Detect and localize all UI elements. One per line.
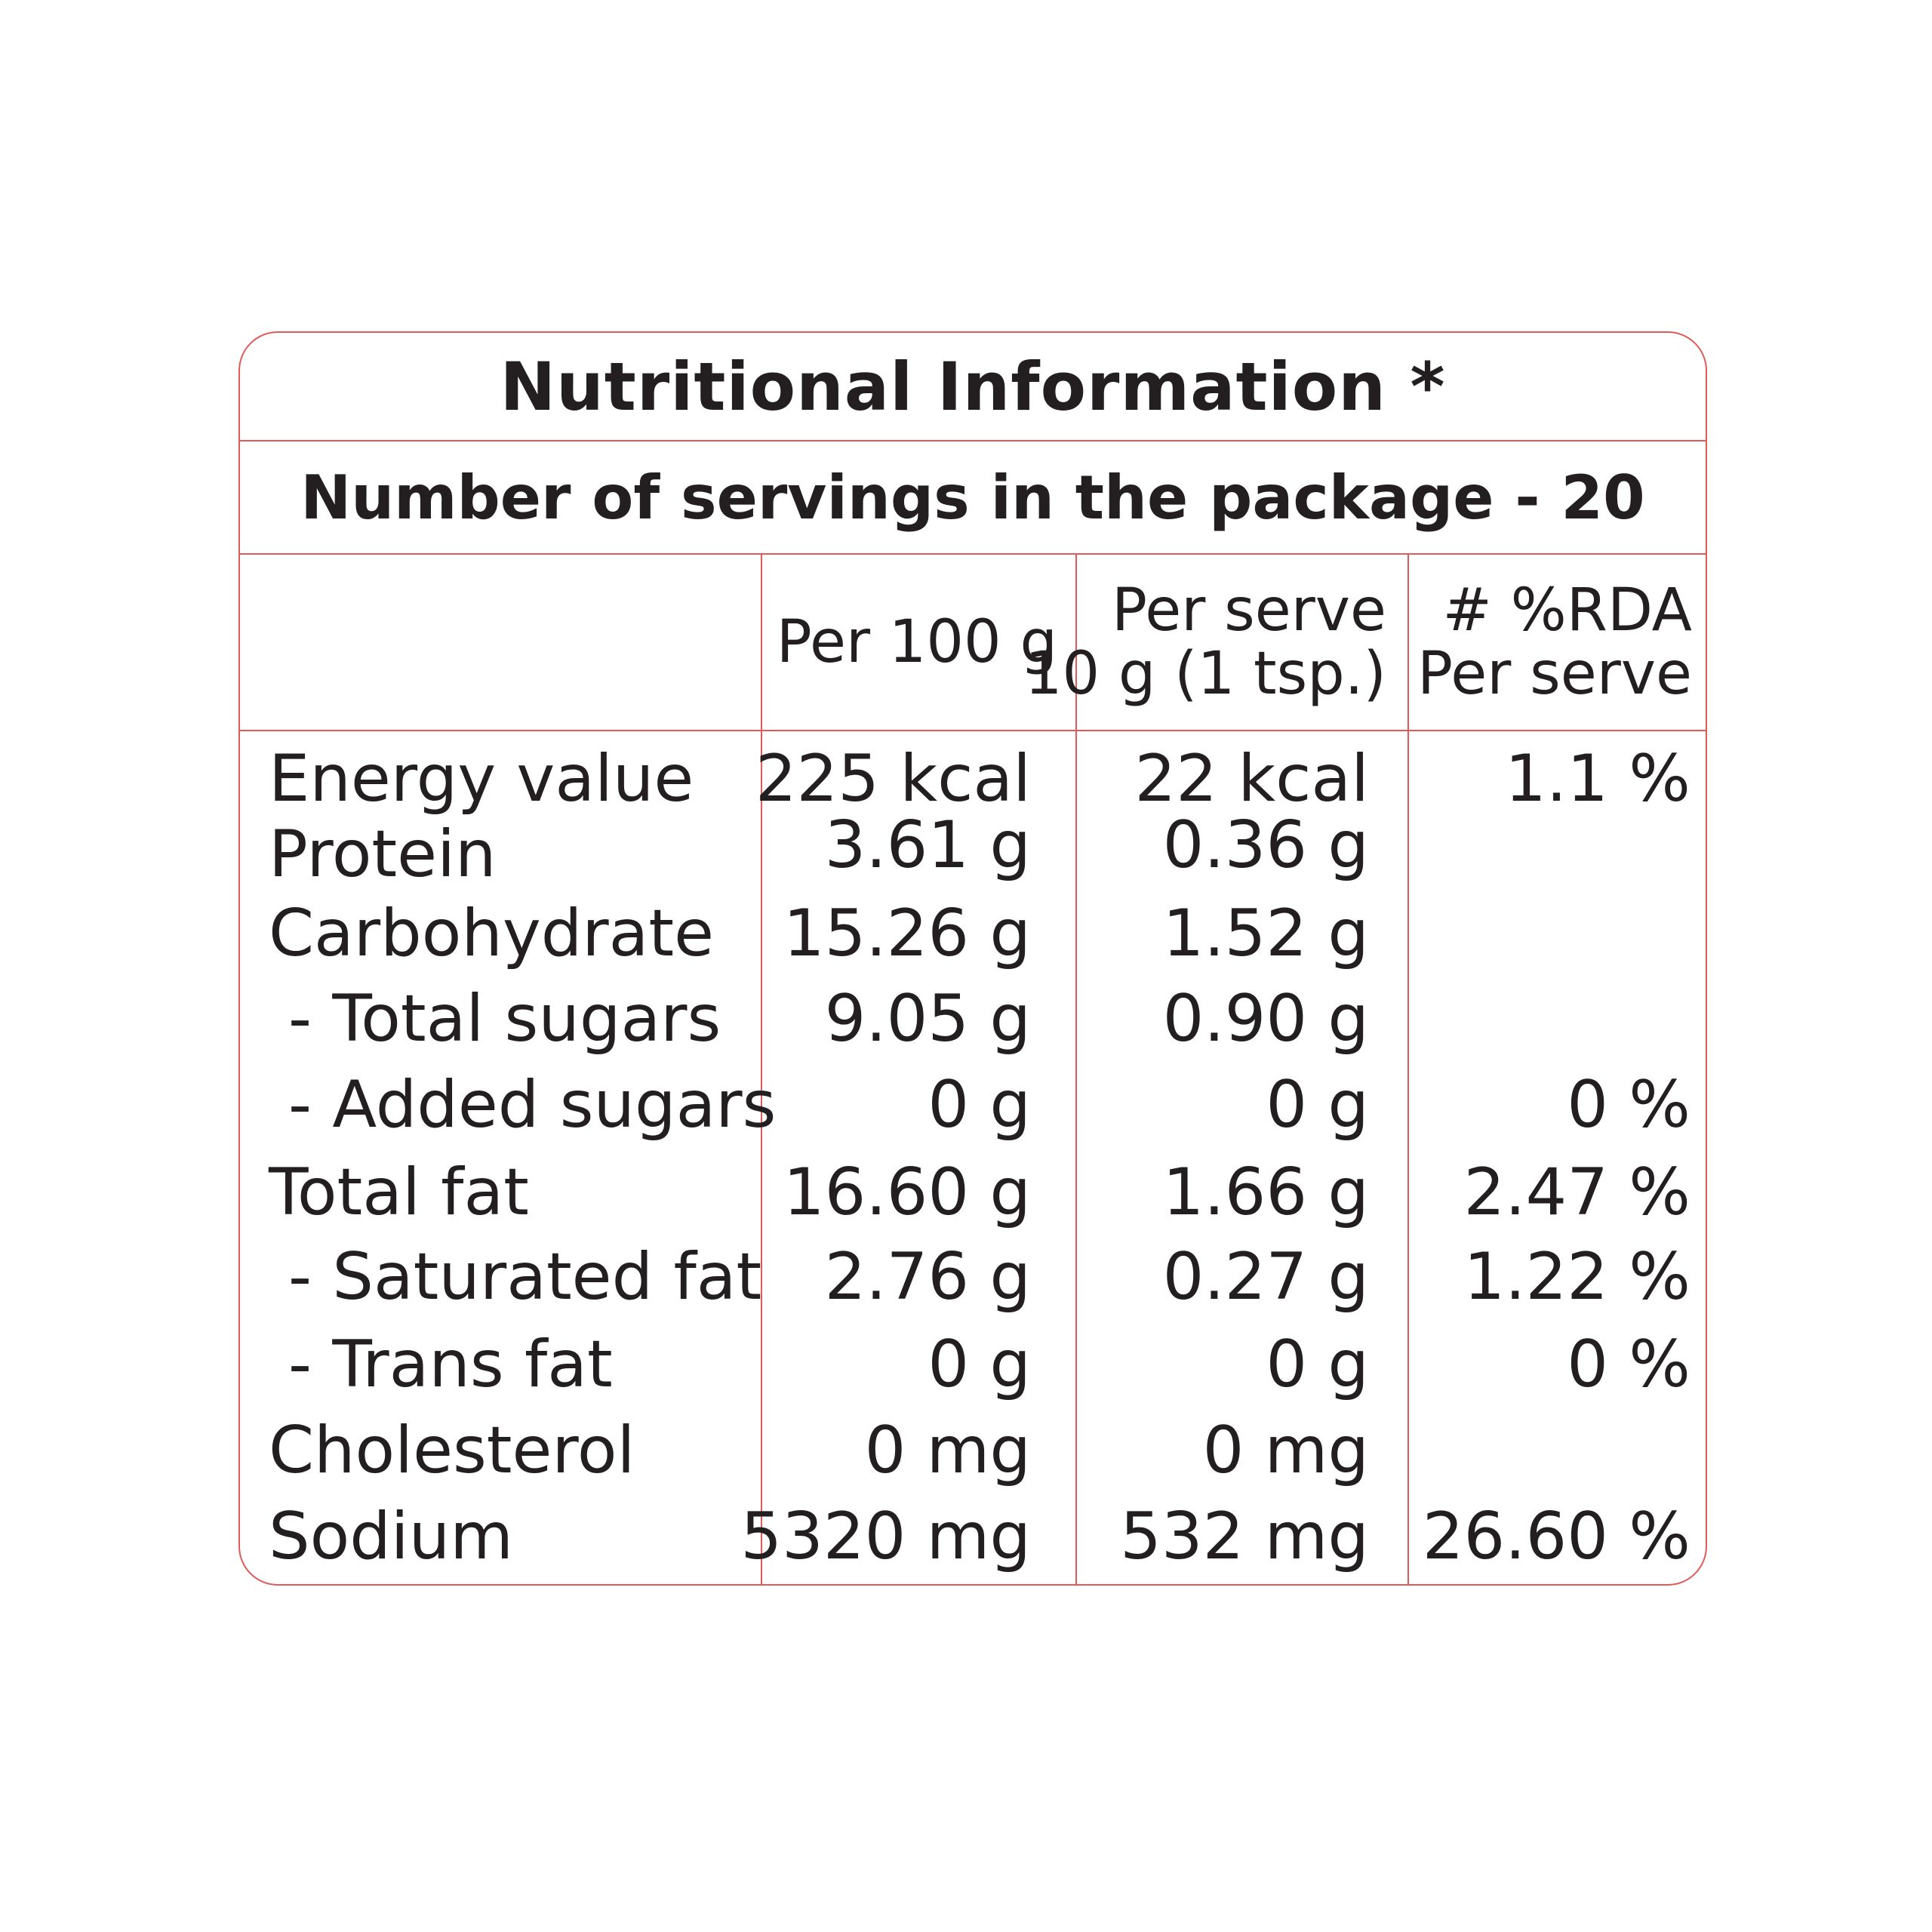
value-per-100g: 9.05 g [824,981,1031,1057]
value-per-100g: 0 g [928,1067,1031,1143]
table-row: Carbohydrate 15.26 g 1.52 g [240,891,1706,977]
nutrient-label: - Added sugars [288,1067,777,1143]
nutrient-label: - Trans fat [288,1327,613,1402]
value-per-100g: 5320 mg [740,1499,1031,1574]
header-per-100g: Per 100 g [762,555,1075,730]
nutrient-label: Protein [269,817,497,892]
header-rda-line2: Per serve [1417,640,1692,708]
value-rda: 2.47 % [1463,1155,1690,1230]
value-rda: 1.22 % [1463,1239,1690,1315]
nutrition-table-panel: Nutritional Information * Number of serv… [238,331,1707,1586]
header-per-100g-label: Per 100 g [776,608,1057,676]
nutrient-label: Cholesterol [269,1413,635,1488]
value-per-serve: 0.90 g [1162,981,1369,1057]
table-title: Nutritional Information * [500,347,1446,426]
value-per-serve: 1.52 g [1162,896,1369,971]
table-row: Sodium 5320 mg 532 mg 26.60 % [240,1494,1706,1580]
header-per-serve-line2: 10 g (1 tsp.) [1024,640,1386,708]
nutrient-label: Total fat [269,1155,529,1230]
value-per-serve: 0.36 g [1162,808,1369,883]
value-per-serve: 0 mg [1202,1413,1369,1488]
value-per-100g: 2.76 g [824,1239,1031,1315]
nutrient-label: - Saturated fat [288,1239,762,1315]
servings-info: Number of servings in the package - 20 [300,462,1645,533]
value-rda: 0 % [1567,1067,1690,1143]
table-row: Total fat 16.60 g 1.66 g 2.47 % [240,1149,1706,1235]
divider-servings [240,553,1706,555]
header-per-serve: Per serve 10 g (1 tsp.) [1025,555,1407,730]
table-row: - Added sugars 0 g 0 g 0 % [240,1062,1706,1148]
value-per-100g: 225 kcal [755,741,1031,817]
value-per-serve: 0 g [1266,1067,1369,1143]
value-per-100g: 16.60 g [783,1155,1031,1230]
nutrient-label: Carbohydrate [269,896,714,971]
value-rda: 26.60 % [1422,1499,1690,1574]
table-row: - Saturated fat 2.76 g 0.27 g 1.22 % [240,1234,1706,1320]
nutrient-label: - Total sugars [288,981,721,1057]
nutrient-label: Sodium [269,1499,513,1574]
header-rda-line1: # %RDA [1442,577,1692,645]
divider-col-3 [1407,553,1409,1584]
value-per-serve: 22 kcal [1134,741,1369,817]
table-row: Energy value 225 kcal 22 kcal 1.1 % [240,736,1706,822]
value-per-100g: 0 mg [864,1413,1031,1488]
divider-col-2 [1075,553,1077,1584]
value-per-100g: 15.26 g [783,896,1031,971]
header-rda: # %RDA Per serve [1409,555,1706,730]
value-per-serve: 1.66 g [1162,1155,1369,1230]
table-row: - Trans fat 0 g 0 g 0 % [240,1321,1706,1407]
table-row: - Total sugars 9.05 g 0.90 g [240,976,1706,1062]
table-row: Protein 3.61 g 0.36 g [240,808,1706,897]
divider-col-1 [761,553,762,1584]
header-per-serve-line1: Per serve [1112,577,1386,645]
value-per-serve: 0.27 g [1162,1239,1369,1315]
value-rda: 1.1 % [1505,741,1690,817]
value-rda: 0 % [1567,1327,1690,1402]
value-per-100g: 3.61 g [824,808,1031,883]
divider-header [240,730,1706,731]
nutrient-label: Energy value [269,741,694,817]
value-per-serve: 0 g [1266,1327,1369,1402]
value-per-100g: 0 g [928,1327,1031,1402]
divider-title [240,440,1706,441]
table-row: Cholesterol 0 mg 0 mg [240,1407,1706,1494]
value-per-serve: 532 mg [1120,1499,1369,1574]
